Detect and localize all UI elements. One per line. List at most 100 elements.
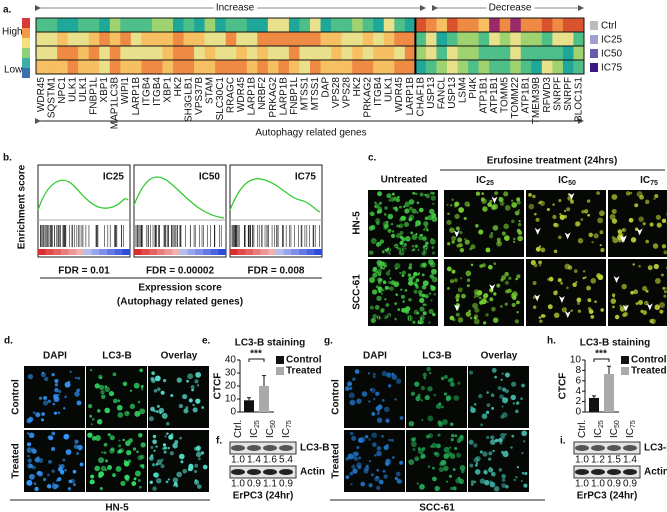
gene-label: LARP1B (247, 77, 258, 116)
band (623, 445, 637, 451)
cell (420, 263, 425, 268)
cell (625, 191, 631, 196)
cell (412, 191, 416, 195)
heatmap-cell (236, 18, 248, 32)
heatmap-cell (183, 46, 195, 60)
cell (108, 390, 115, 397)
gene-label: VPS28 (331, 77, 342, 109)
row-label: Control (11, 379, 22, 415)
label-sub: 75 (630, 420, 637, 428)
cell (459, 434, 464, 439)
cell (74, 439, 79, 444)
cell (125, 449, 132, 456)
cell (451, 235, 457, 241)
gene-label: ATP1B1 (489, 77, 500, 114)
cell (504, 302, 508, 306)
arrowhead (453, 230, 460, 238)
lane-label: IC50 (265, 420, 278, 438)
cell (190, 385, 195, 390)
lane-label: Ctrl. (577, 420, 588, 438)
cell (516, 401, 520, 405)
y-tick-label: 6 (575, 375, 581, 386)
heatmap-cell (573, 32, 585, 46)
cell (38, 396, 43, 400)
cell (449, 446, 452, 449)
cell (118, 439, 121, 442)
cell (90, 368, 93, 372)
cell (377, 412, 380, 415)
cell (430, 237, 434, 241)
gene-label: XBP1 (99, 77, 110, 103)
panel-label: e. (202, 336, 211, 347)
panel-label: b. (3, 153, 12, 164)
cell (151, 371, 155, 376)
cell (511, 219, 515, 224)
cell (369, 277, 376, 283)
cell (430, 299, 433, 302)
gene-label: ATP1B1 (479, 77, 490, 114)
cell (496, 283, 501, 288)
heatmap-cell (510, 60, 522, 74)
rank-gradient (187, 249, 196, 255)
heatmap-cell (520, 60, 532, 74)
heatmap-cell (99, 60, 111, 74)
cell (431, 268, 437, 275)
heatmap-cell (447, 18, 458, 32)
cell (655, 214, 661, 220)
cell (422, 372, 427, 377)
cell (399, 235, 403, 239)
cell (449, 227, 455, 233)
heatmap-cell (468, 46, 479, 60)
column-label: DAPI (363, 351, 387, 362)
cell (48, 435, 54, 441)
cell (134, 410, 141, 417)
heatmap-cell (36, 60, 47, 74)
cell (630, 237, 637, 243)
cell (479, 478, 486, 484)
cell (630, 290, 634, 295)
cell (423, 376, 427, 380)
legend-label: Treated (286, 366, 322, 377)
heatmap-cell (194, 18, 205, 32)
cell (561, 307, 568, 313)
cell (656, 222, 662, 228)
cell (455, 295, 460, 300)
cell (489, 481, 496, 488)
cell (570, 309, 573, 312)
heatmap-cell (215, 18, 226, 32)
cell (408, 206, 413, 211)
cell (493, 262, 497, 266)
cell (596, 191, 600, 195)
band-label: LC3-B (300, 443, 329, 454)
cell (427, 386, 433, 392)
enrichment-curve (229, 178, 321, 213)
rank-gradient (180, 249, 188, 255)
cell (566, 286, 569, 290)
cell (501, 405, 504, 408)
cell (51, 372, 55, 377)
cell (422, 236, 427, 241)
rank-gradient (157, 249, 165, 255)
cell (72, 469, 77, 474)
cell (360, 481, 366, 487)
cell (429, 261, 436, 268)
cell (468, 439, 474, 445)
cell (451, 198, 455, 202)
heatmap-cell (299, 46, 311, 60)
arrowhead (534, 227, 541, 235)
heatmap-cell (173, 46, 184, 60)
heatmap-cell (457, 18, 469, 32)
gene-label: LSM4 (457, 77, 468, 104)
heatmap-cell (99, 18, 111, 32)
cell (464, 201, 470, 207)
heatmap-cell (288, 60, 300, 74)
cell (376, 485, 381, 491)
cell (386, 193, 392, 199)
cell (195, 451, 202, 458)
heatmap-cell (425, 46, 437, 60)
heatmap-cell (215, 32, 226, 46)
cell (400, 294, 405, 299)
cell (380, 308, 385, 313)
heatmap-cell (499, 32, 511, 46)
cell (374, 476, 380, 482)
